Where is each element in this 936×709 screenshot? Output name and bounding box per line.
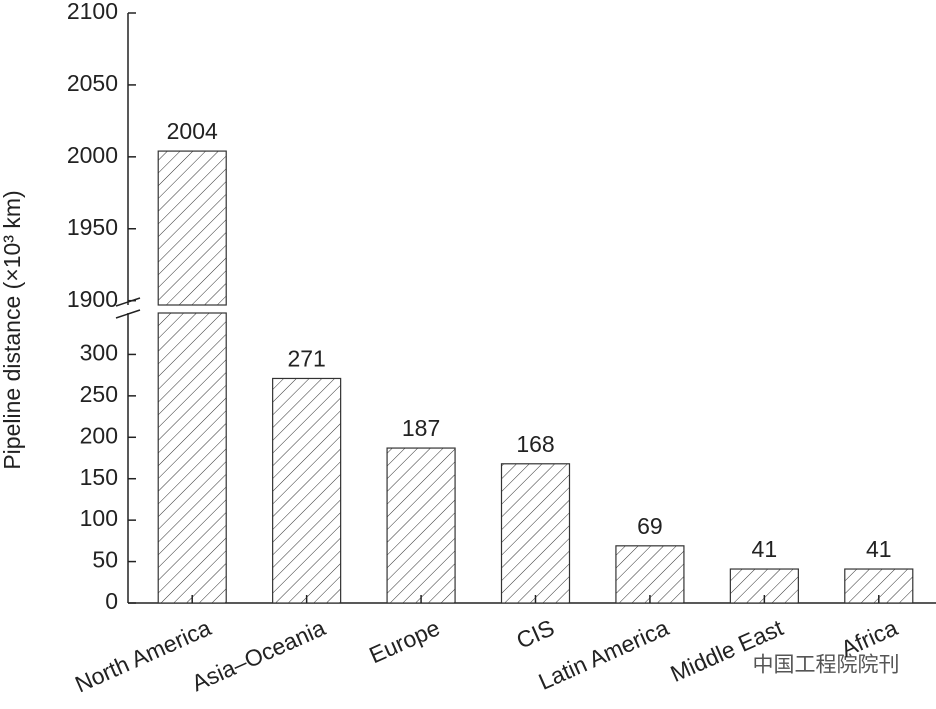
y-tick-label: 0 [105, 588, 118, 614]
value-label: 2004 [167, 118, 218, 144]
value-label: 168 [516, 431, 554, 457]
x-tick-label: Europe [365, 614, 443, 668]
bar [157, 150, 227, 306]
value-label: 187 [402, 415, 440, 441]
value-label: 69 [637, 513, 663, 539]
x-tick-label: Latin America [535, 614, 673, 695]
bar [272, 377, 342, 604]
bar [500, 463, 571, 604]
axis-break [115, 297, 141, 307]
axis-break [115, 309, 141, 319]
y-tick-label: 2000 [67, 142, 118, 168]
y-axis-title: Pipeline distance (×10³ km) [0, 190, 25, 469]
y-tick-label: 1950 [67, 214, 118, 240]
bar [157, 312, 227, 604]
y-tick-label: 1900 [67, 286, 118, 312]
bar [615, 545, 685, 604]
bar [386, 447, 456, 604]
y-tick-label: 2100 [67, 0, 118, 24]
y-tick-label: 100 [80, 505, 118, 531]
y-tick-label: 250 [80, 381, 118, 407]
y-tick-label: 200 [80, 422, 118, 448]
x-tick-label: CIS [512, 614, 558, 653]
y-tick-label: 50 [92, 547, 118, 573]
value-label: 41 [752, 536, 778, 562]
value-label: 271 [287, 346, 325, 372]
value-label: 41 [866, 536, 892, 562]
y-tick-label: 300 [80, 340, 118, 366]
y-tick-label: 150 [80, 464, 118, 490]
watermark: 中国工程院院刊 [753, 654, 900, 677]
y-tick-label: 2050 [67, 70, 118, 96]
